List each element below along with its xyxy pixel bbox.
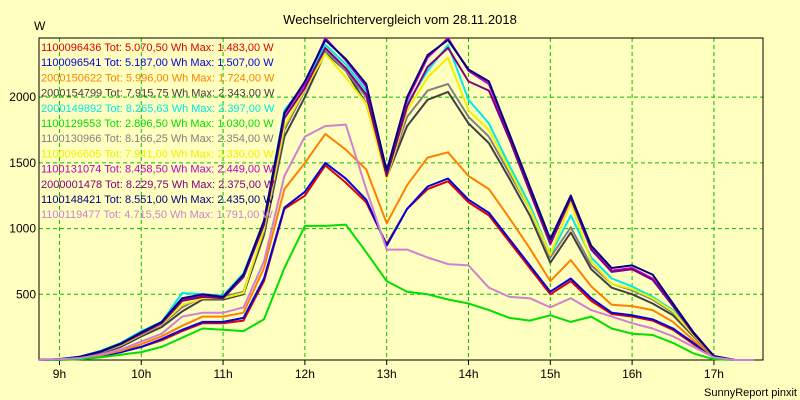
x-axis-ticks: 9h 10h 11h 12h 13h 14h 15h 16h 17h: [53, 360, 724, 381]
x-tick-label: 9h: [53, 367, 66, 381]
plot-frame: [38, 37, 764, 361]
y-axis-ticks: 500 1000 1500 2000: [9, 90, 36, 301]
y-tick-label: 500: [16, 287, 36, 301]
legend-entry-3: 2000154799 Tot: 7.915,75 Wh Max: 2.343,0…: [41, 88, 275, 100]
legend-entry-10: 1100148421 Tot: 8.551,00 Wh Max: 2.435,0…: [41, 194, 274, 206]
legend-entry-6: 1100130966 Tot: 8.166,25 Wh Max: 2.354,0…: [41, 133, 274, 145]
y-tick-label: 2000: [9, 90, 36, 104]
series-line-2: [38, 132, 755, 361]
legend-entry-11: 1100119477 Tot: 4.715,50 Wh Max: 1.791,0…: [41, 209, 273, 221]
y-axis-unit-label: W: [34, 19, 46, 33]
x-tick-label: 11h: [213, 367, 232, 381]
legend-entry-5: 1100129553 Tot: 2.896,50 Wh Max: 1.030,0…: [41, 118, 274, 130]
x-tick-label: 10h: [131, 367, 151, 381]
legend-entry-4: 2000149892 Tot: 8.265,63 Wh Max: 2.397,0…: [41, 103, 275, 115]
legend: 1100096436 Tot: 5.070,50 Wh Max: 1.483,0…: [41, 42, 275, 221]
x-tick-label: 17h: [704, 367, 724, 381]
x-tick-label: 13h: [377, 367, 397, 381]
series-line-10: [38, 39, 755, 361]
series-line-3: [38, 51, 755, 361]
legend-entry-1: 1100096541 Tot: 5.187,00 Wh Max: 1.507,0…: [41, 57, 274, 69]
x-tick-label: 14h: [458, 367, 478, 381]
x-tick-label: 12h: [295, 367, 315, 381]
series-line-5: [39, 223, 755, 361]
legend-entry-8: 1100131074 Tot: 8.458,50 Wh Max: 2.449,0…: [41, 164, 274, 176]
x-tick-label: 16h: [622, 367, 642, 381]
series-line-9: [38, 46, 755, 361]
x-tick-label: 15h: [540, 367, 560, 381]
legend-entry-0: 1100096436 Tot: 5.070,50 Wh Max: 1.483,0…: [41, 42, 274, 54]
legend-entry-7: 1100096605 Tot: 7.941,00 Wh Max: 2.330,0…: [41, 148, 274, 160]
legend-entry-9: 2000001478 Tot: 8.229,75 Wh Max: 2.375,0…: [41, 179, 275, 191]
y-tick-label: 1500: [9, 156, 36, 170]
series-layer: [38, 37, 755, 361]
y-tick-label: 1000: [9, 222, 36, 236]
chart-footer: SunnyReport pinxit: [704, 387, 797, 399]
series-line-1: [38, 161, 755, 361]
series-line-11: [38, 123, 755, 361]
chart-title: Wechselrichtervergleich vom 28.11.2018: [283, 12, 517, 27]
legend-entry-2: 2000150622 Tot: 5.996,00 Wh Max: 1.724,0…: [41, 72, 275, 84]
